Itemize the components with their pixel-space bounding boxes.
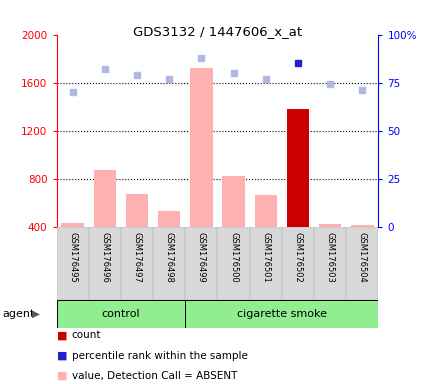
Bar xyxy=(318,224,341,227)
Bar xyxy=(61,223,84,227)
Text: ▶: ▶ xyxy=(32,309,39,319)
Bar xyxy=(345,227,378,300)
Text: count: count xyxy=(72,330,101,340)
Bar xyxy=(158,211,180,227)
Bar xyxy=(125,194,148,227)
Text: GDS3132 / 1447606_x_at: GDS3132 / 1447606_x_at xyxy=(133,25,301,38)
Bar xyxy=(185,227,217,300)
Bar xyxy=(190,68,212,227)
Bar xyxy=(350,225,373,227)
Text: GSM176496: GSM176496 xyxy=(100,232,109,283)
Bar xyxy=(185,300,378,328)
Text: GSM176500: GSM176500 xyxy=(229,232,237,283)
Text: GSM176503: GSM176503 xyxy=(325,232,334,283)
Bar xyxy=(222,176,244,227)
Bar xyxy=(89,227,121,300)
Text: value, Detection Call = ABSENT: value, Detection Call = ABSENT xyxy=(72,371,237,381)
Text: GSM176498: GSM176498 xyxy=(164,232,173,283)
Bar xyxy=(153,227,185,300)
Bar xyxy=(93,170,116,227)
Bar xyxy=(121,227,153,300)
Text: GSM176504: GSM176504 xyxy=(357,232,366,283)
Text: GSM176502: GSM176502 xyxy=(293,232,302,283)
Bar xyxy=(286,109,309,227)
Text: agent: agent xyxy=(2,309,34,319)
Bar xyxy=(249,227,281,300)
Text: ■: ■ xyxy=(56,351,67,361)
Text: cigarette smoke: cigarette smoke xyxy=(237,309,326,319)
Bar xyxy=(56,300,185,328)
Text: ■: ■ xyxy=(56,371,67,381)
Bar xyxy=(56,227,89,300)
Text: GSM176495: GSM176495 xyxy=(68,232,77,283)
Bar xyxy=(281,227,313,300)
Text: GSM176499: GSM176499 xyxy=(197,232,205,283)
Text: ■: ■ xyxy=(56,330,67,340)
Text: percentile rank within the sample: percentile rank within the sample xyxy=(72,351,247,361)
Text: GSM176497: GSM176497 xyxy=(132,232,141,283)
Bar xyxy=(254,195,276,227)
Bar xyxy=(313,227,345,300)
Bar xyxy=(217,227,249,300)
Text: control: control xyxy=(102,309,140,319)
Text: GSM176501: GSM176501 xyxy=(261,232,270,283)
